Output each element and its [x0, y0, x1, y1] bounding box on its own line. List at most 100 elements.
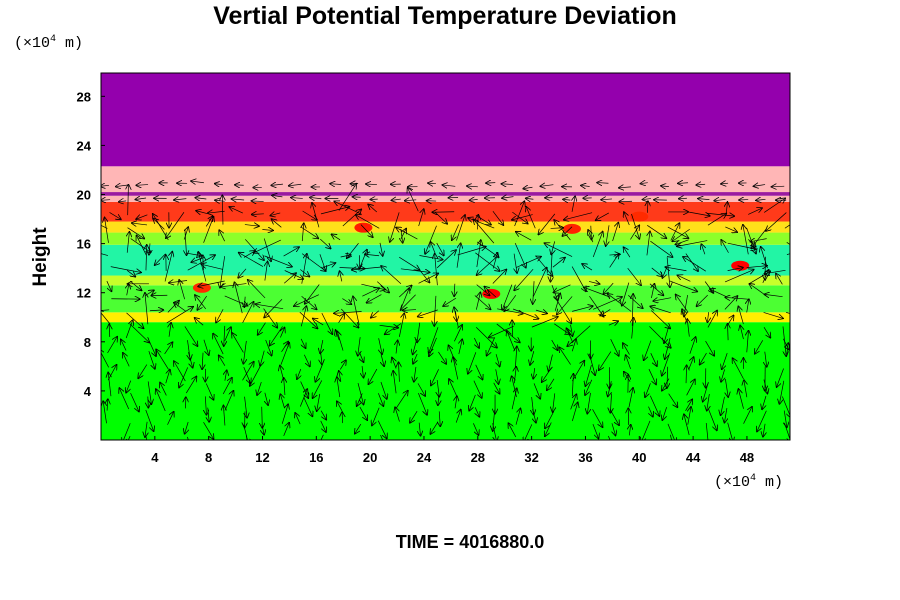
wind-vector: [222, 195, 223, 225]
wind-vector: [300, 226, 318, 238]
wind-vector: [429, 327, 439, 352]
x-tick-label: 36: [578, 450, 592, 465]
wind-vector: [624, 212, 630, 226]
wind-vector: [585, 379, 593, 395]
wind-vector: [320, 339, 323, 353]
wind-vector: [502, 197, 514, 199]
wind-vector: [470, 199, 478, 200]
wind-vector: [101, 310, 111, 325]
wind-vector: [685, 399, 693, 411]
wind-vector-field: [101, 181, 790, 440]
wind-vector: [438, 393, 439, 405]
wind-vector: [101, 185, 109, 186]
wind-vector: [198, 252, 207, 282]
wind-vector: [504, 294, 517, 311]
wind-vector: [455, 396, 457, 409]
y-tick-label: 20: [77, 188, 91, 203]
wind-vector: [651, 267, 663, 276]
wind-vector: [552, 258, 565, 268]
wind-vector: [572, 306, 593, 312]
wind-vector: [234, 282, 243, 314]
wind-vector: [786, 312, 790, 314]
wind-vector: [280, 328, 284, 338]
wind-vector: [627, 267, 641, 285]
wind-vector: [334, 311, 362, 313]
wind-vector: [119, 388, 130, 410]
wind-vector: [593, 297, 622, 310]
wind-vector: [550, 252, 552, 282]
wind-vector: [572, 339, 576, 352]
wind-vector: [126, 312, 144, 328]
wind-vector: [554, 220, 571, 241]
wind-vector: [129, 323, 149, 343]
wind-vector: [721, 396, 725, 415]
wind-vector: [665, 338, 671, 359]
wind-vector: [301, 295, 317, 309]
wind-vector: [733, 358, 744, 380]
wind-vector: [355, 423, 362, 434]
wind-vector: [776, 274, 783, 285]
wind-vector: [535, 310, 547, 313]
wind-vector: [649, 395, 659, 416]
wind-vector: [315, 365, 323, 381]
wind-vector: [378, 393, 383, 406]
wind-vector: [755, 340, 764, 353]
wind-vector: [724, 270, 754, 283]
wind-vector: [136, 198, 147, 199]
wind-vector: [744, 380, 747, 398]
wind-vector: [258, 322, 266, 335]
wind-vector: [511, 388, 517, 410]
wind-vector: [559, 347, 571, 365]
y-tick-label: 24: [77, 138, 92, 153]
wind-vector: [512, 320, 513, 337]
wind-vector: [475, 252, 499, 271]
wind-vector: [743, 225, 749, 255]
wind-vector: [145, 435, 148, 440]
wind-vector: [283, 247, 299, 257]
wind-vector: [239, 253, 264, 267]
y-tick-label: 8: [84, 335, 91, 350]
x-tick-label: 20: [363, 450, 377, 465]
wind-vector: [497, 308, 523, 314]
wind-vector: [540, 185, 554, 187]
wind-vector: [501, 184, 513, 185]
wind-vector: [456, 215, 465, 241]
wind-vector: [299, 389, 307, 407]
wind-vector: [492, 423, 497, 440]
x-tick-label: 28: [471, 450, 485, 465]
wind-vector: [403, 310, 417, 311]
wind-vector: [647, 201, 648, 213]
wind-vector: [567, 325, 591, 346]
wind-vector: [551, 339, 558, 350]
wind-vector: [164, 342, 173, 355]
wind-vector: [299, 311, 318, 328]
wind-vector: [101, 224, 108, 229]
wind-vector: [356, 215, 380, 229]
wind-vector: [137, 236, 147, 256]
wind-vector: [726, 202, 727, 215]
wind-vector: [667, 226, 688, 238]
x-tick-label: 12: [255, 450, 269, 465]
wind-vector: [195, 198, 207, 199]
wind-vector: [653, 298, 672, 301]
wind-vector: [678, 275, 691, 282]
wind-vector: [357, 382, 364, 404]
wind-vector: [303, 397, 313, 416]
wind-vector: [205, 396, 206, 414]
wind-vector: [585, 364, 592, 386]
wind-vector: [418, 309, 438, 317]
wind-vector: [320, 410, 326, 420]
y-unit-label: (×104 m): [14, 34, 84, 52]
wind-vector: [101, 253, 109, 256]
wind-vector: [380, 434, 384, 440]
wind-vector: [145, 293, 148, 325]
wind-vector: [475, 364, 483, 380]
wind-vector: [538, 213, 556, 235]
wind-vector: [297, 368, 301, 379]
wind-vector: [468, 352, 477, 373]
wind-vector: [166, 212, 185, 238]
wind-vector: [779, 380, 785, 404]
wind-vector: [119, 201, 127, 202]
wind-vector: [174, 361, 186, 382]
wind-vector: [667, 257, 670, 287]
